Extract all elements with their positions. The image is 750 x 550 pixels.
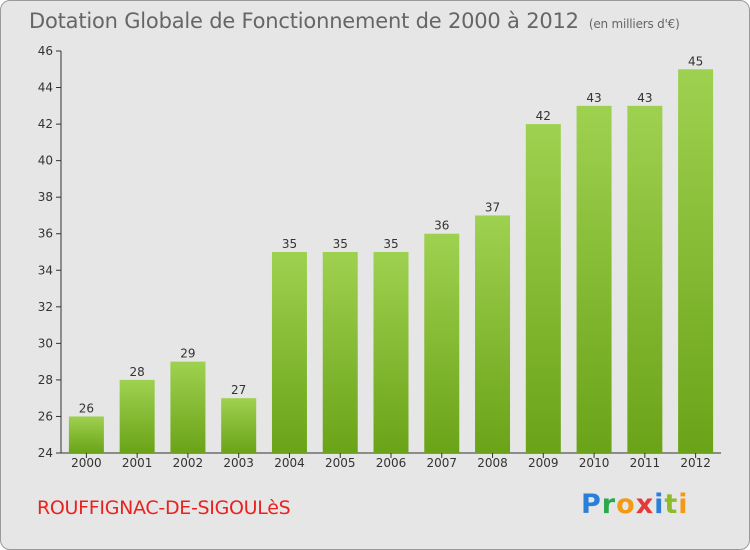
x-tick-label: 2001 [122, 456, 153, 470]
bar-2007[interactable] [424, 233, 460, 453]
bar-value-label: 27 [231, 383, 246, 397]
logo-letter: t [664, 489, 679, 520]
town-name: ROUFFIGNAC-DE-SIGOULèS [37, 497, 291, 519]
x-tick-label: 2004 [274, 456, 305, 470]
bar-2004[interactable] [271, 252, 307, 453]
bar-value-label: 43 [586, 91, 601, 105]
logo-letter: r [601, 489, 617, 520]
bar-2006[interactable] [373, 252, 409, 453]
x-tick-label: 2011 [630, 456, 661, 470]
x-tick-label: 2007 [426, 456, 457, 470]
proxiti-logo[interactable]: Proxiti [581, 489, 689, 520]
bar-2003[interactable] [221, 398, 257, 453]
logo-letter: i [654, 489, 665, 520]
bar-2005[interactable] [322, 252, 358, 453]
y-tick-label: 32 [38, 300, 53, 314]
y-tick-label: 42 [38, 117, 53, 131]
y-tick-label: 40 [38, 154, 53, 168]
x-tick-label: 2002 [173, 456, 204, 470]
logo-letter: x [635, 489, 655, 520]
x-tick-label: 2005 [325, 456, 356, 470]
x-tick-label: 2010 [579, 456, 610, 470]
y-tick-label: 46 [38, 44, 53, 58]
y-tick-label: 26 [38, 409, 53, 423]
bar-2012[interactable] [678, 69, 714, 453]
bar-2009[interactable] [525, 124, 561, 453]
chart-unit: (en milliers d'€) [588, 17, 680, 31]
y-tick-label: 36 [38, 227, 53, 241]
bar-value-label: 36 [434, 219, 449, 233]
bar-2001[interactable] [119, 379, 155, 453]
bar-value-label: 28 [130, 365, 145, 379]
logo-letter: o [616, 489, 636, 520]
x-tick-label: 2000 [71, 456, 102, 470]
bar-2002[interactable] [170, 361, 206, 453]
bar-value-label: 45 [688, 54, 703, 68]
x-tick-label: 2009 [528, 456, 559, 470]
chart-title-text: Dotation Globale de Fonctionnement de 20… [29, 9, 579, 33]
bar-value-label: 29 [180, 347, 195, 361]
x-tick-label: 2003 [223, 456, 254, 470]
bar-2011[interactable] [627, 105, 663, 454]
bar-value-label: 35 [333, 237, 348, 251]
bar-value-label: 35 [383, 237, 398, 251]
bar-2010[interactable] [576, 105, 612, 454]
y-tick-label: 30 [38, 336, 53, 350]
x-tick-label: 2008 [477, 456, 508, 470]
y-tick-label: 28 [38, 373, 53, 387]
bar-2008[interactable] [475, 215, 511, 453]
bar-value-label: 37 [485, 200, 500, 214]
x-tick-label: 2006 [376, 456, 407, 470]
bar-value-label: 43 [637, 91, 652, 105]
bar-value-label: 35 [282, 237, 297, 251]
y-tick-label: 34 [38, 263, 53, 277]
y-tick-label: 44 [38, 81, 53, 95]
bar-value-label: 42 [536, 109, 551, 123]
chart-title: Dotation Globale de Fonctionnement de 20… [29, 9, 680, 33]
y-tick-label: 24 [38, 446, 53, 460]
bar-2000[interactable] [68, 416, 104, 453]
x-tick-label: 2012 [680, 456, 711, 470]
y-tick-label: 38 [38, 190, 53, 204]
logo-letter: i [678, 489, 689, 520]
logo-letter: P [581, 489, 602, 520]
bar-value-label: 26 [79, 401, 94, 415]
